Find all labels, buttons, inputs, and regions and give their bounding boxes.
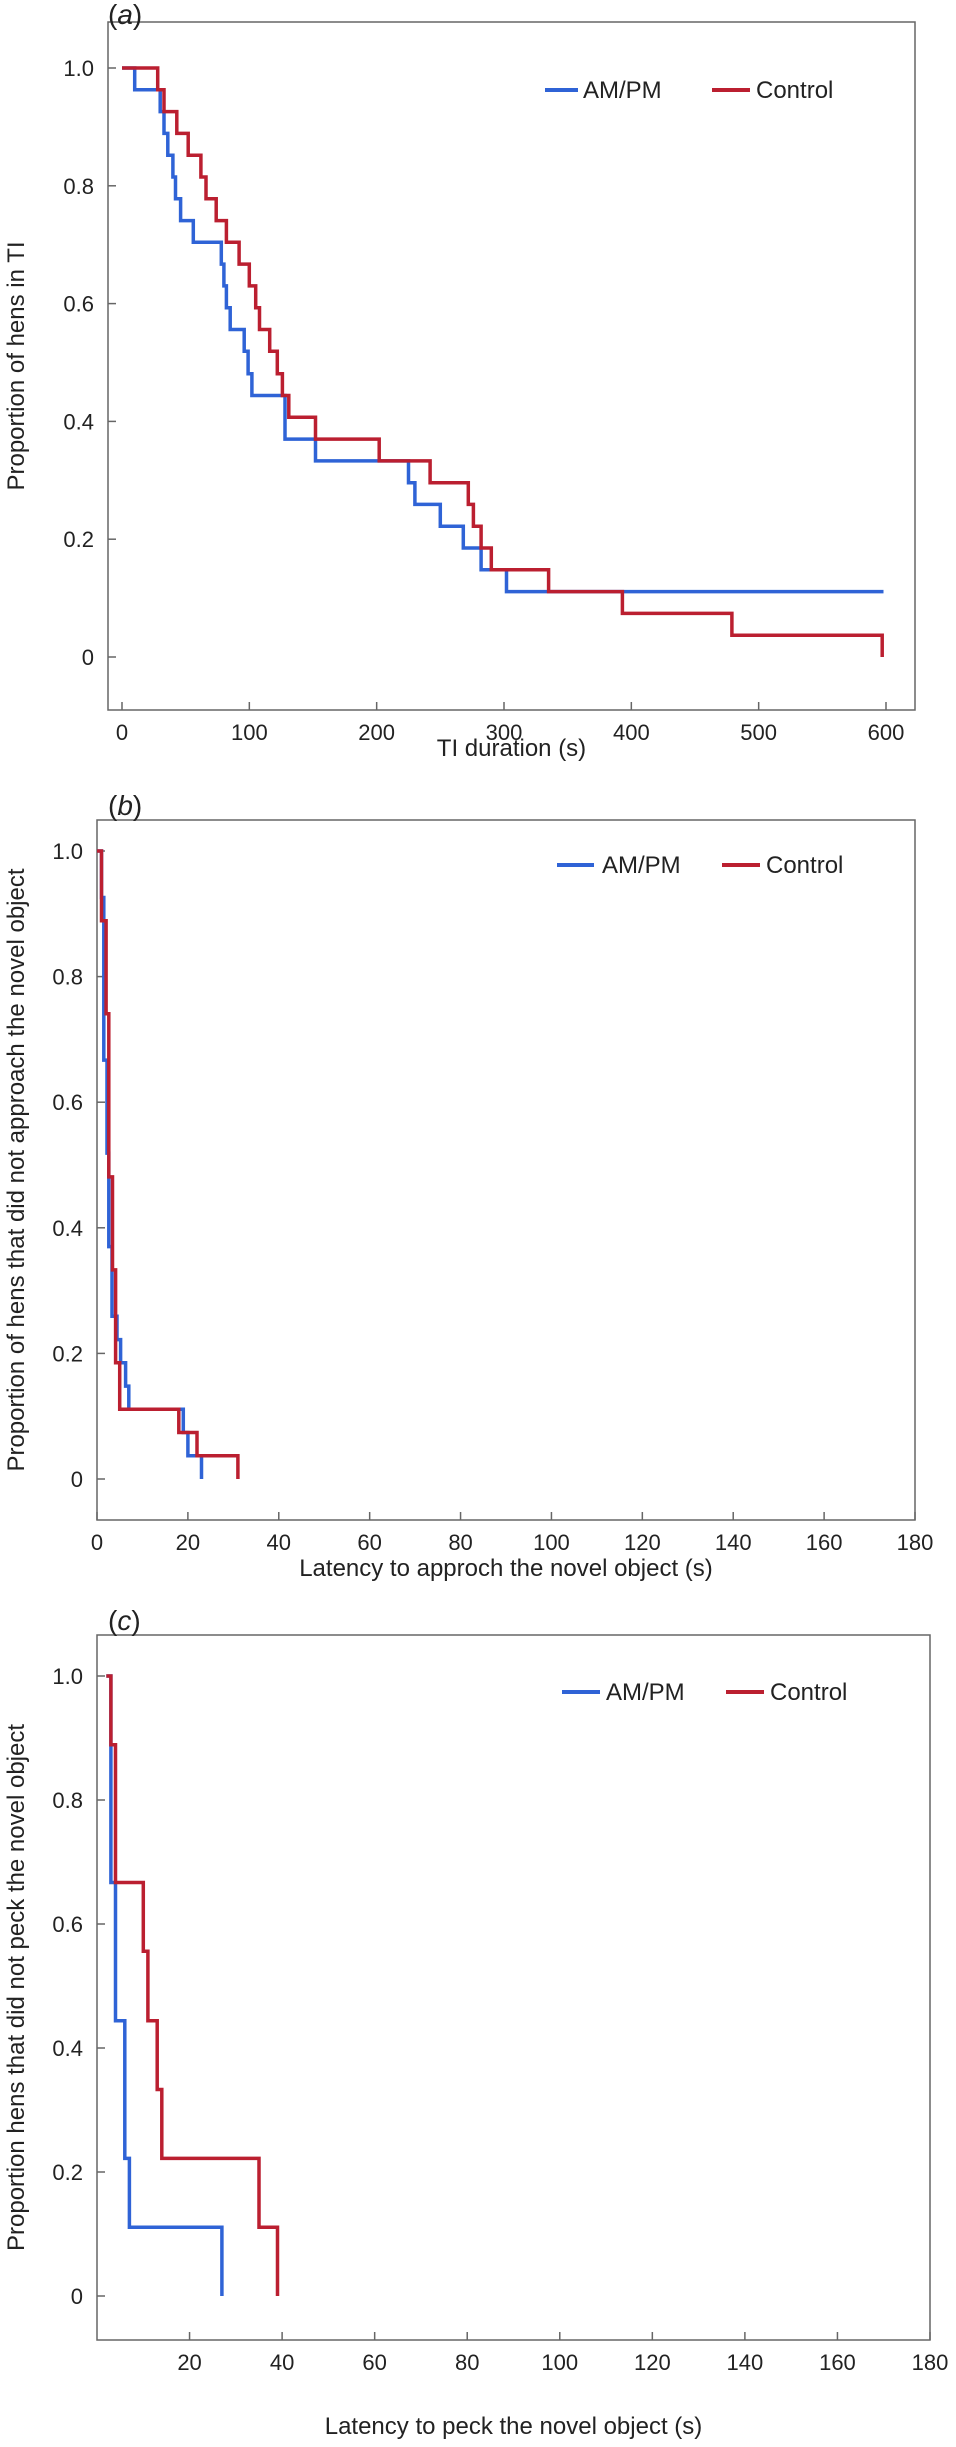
x-tick-label: 80 [448,1530,472,1555]
x-tick-label: 160 [819,2350,856,2375]
x-tick-label: 400 [613,720,650,745]
series-line-control [97,849,240,1479]
legend-label-control: Control [770,1679,847,1706]
x-tick-label: 40 [270,2350,294,2375]
y-tick-label: 0.2 [63,527,94,552]
x-tick-label: 120 [624,1530,661,1555]
x-tick-label: 60 [357,1530,381,1555]
y-tick-label: 1.0 [52,839,83,864]
y-tick-label: 0.4 [63,409,94,434]
legend-label-am-pm: AM/PM [606,1679,685,1706]
y-tick-label: 1.0 [63,56,94,81]
y-tick-label: 0 [82,645,94,670]
plot-frame [107,21,916,711]
x-tick-label: 500 [740,720,777,745]
plot-frame [96,1634,931,2341]
panel-label: (a) [108,0,142,30]
x-tick-label: 160 [806,1530,843,1555]
x-tick-label: 200 [358,720,395,745]
x-axis-label: Latency to approch the novel object (s) [299,1555,713,1582]
x-tick-label: 100 [541,2350,578,2375]
y-axis-label: Proportion of hens in TI [3,241,30,490]
x-tick-label: 60 [362,2350,386,2375]
chart-panel-a: (a) 0 0.2 0.4 0.6 0.8 1.0 0 100 200 300 400 500 600 TI… [3,0,916,762]
series-line-control [122,66,884,657]
y-tick-label: 0.2 [52,2160,83,2185]
x-tick-label: 100 [231,720,268,745]
x-tick-label: 140 [727,2350,764,2375]
legend-label-control: Control [756,77,833,104]
chart-panel-b: (b) 0 0.2 0.4 0.6 0.8 1.0 0 20 40 60 80 100 120 140 160… [3,790,933,1582]
series-line-am-pm [97,849,204,1479]
x-tick-label: 100 [533,1530,570,1555]
series-line-am-pm [106,1674,224,2296]
legend-label-am-pm: AM/PM [583,77,662,104]
x-tick-label: 300 [486,720,523,745]
legend-label-control: Control [766,852,843,879]
x-tick-label: 0 [116,720,128,745]
y-tick-label: 0 [71,1467,83,1492]
x-tick-label: 180 [912,2350,949,2375]
panel-label: (b) [108,790,142,821]
x-tick-label: 0 [91,1530,103,1555]
y-tick-label: 0.8 [63,174,94,199]
y-tick-label: 0.6 [52,1912,83,1937]
x-tick-label: 600 [868,720,905,745]
plot-frame [96,819,916,1521]
series-line-control [106,1674,280,2296]
x-tick-label: 20 [177,2350,201,2375]
chart-panel-c: (c) 0 0.2 0.4 0.6 0.8 1.0 20 40 60 80 100 120 140 160 1… [3,1605,948,2440]
y-tick-label: 0.4 [52,2036,83,2061]
y-tick-label: 0.8 [52,965,83,990]
y-tick-label: 0.6 [63,292,94,317]
x-tick-label: 80 [455,2350,479,2375]
x-tick-label: 120 [634,2350,671,2375]
y-tick-label: 0.8 [52,1788,83,1813]
y-axis-label: Proportion of hens that did not approach… [3,868,30,1471]
y-axis-label: Proportion hens that did not peck the no… [3,1724,30,2251]
panel-label: (c) [108,1605,141,1636]
y-tick-label: 0.2 [52,1341,83,1366]
x-axis-label: TI duration (s) [437,735,586,762]
x-tick-label: 20 [176,1530,200,1555]
x-tick-label: 40 [267,1530,291,1555]
series-line-am-pm [122,66,884,594]
x-tick-label: 180 [897,1530,934,1555]
y-tick-label: 0.6 [52,1090,83,1115]
x-axis-label: Latency to peck the novel object (s) [325,2413,703,2440]
y-tick-label: 1.0 [52,1664,83,1689]
x-tick-label: 140 [715,1530,752,1555]
y-tick-label: 0.4 [52,1216,83,1241]
legend-label-am-pm: AM/PM [602,852,681,879]
y-tick-label: 0 [71,2284,83,2309]
